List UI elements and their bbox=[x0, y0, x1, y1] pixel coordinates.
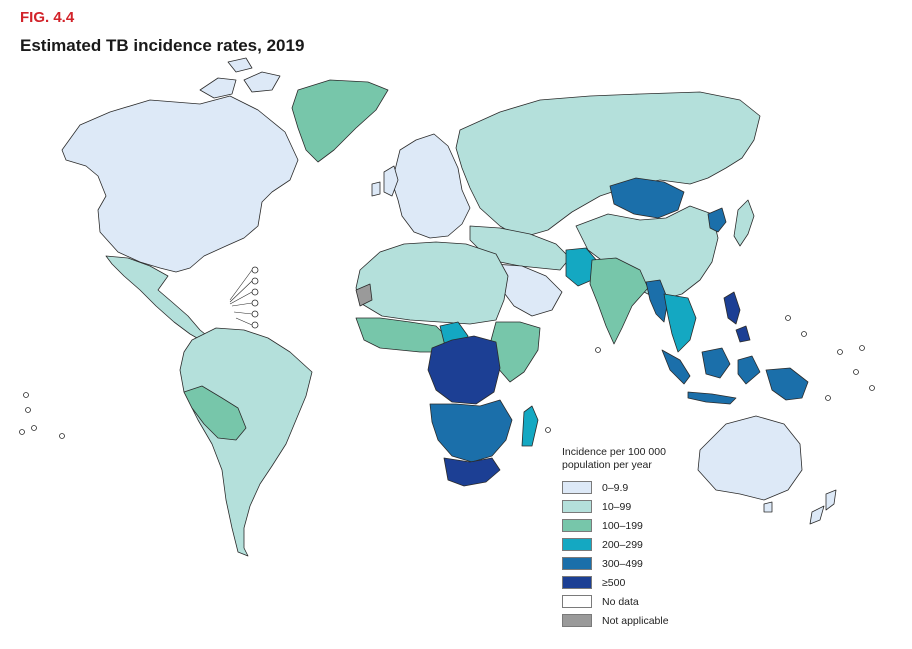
island-marker bbox=[59, 433, 65, 439]
russia-central-asia bbox=[455, 91, 761, 239]
island-marker bbox=[853, 369, 859, 375]
legend-swatch bbox=[562, 557, 592, 570]
legend-title: Incidence per 100 000 population per yea… bbox=[562, 446, 666, 471]
leader-line bbox=[229, 269, 253, 326]
island-marker bbox=[859, 345, 865, 351]
south-asia bbox=[589, 257, 649, 345]
legend-item: 0–9.9 bbox=[562, 478, 762, 497]
island-marker bbox=[251, 277, 259, 285]
legend-swatch bbox=[562, 500, 592, 513]
island-marker bbox=[837, 349, 843, 355]
island-marker bbox=[251, 321, 259, 329]
legend-label: 100–199 bbox=[602, 519, 643, 532]
myanmar bbox=[645, 279, 669, 323]
arabian-peninsula bbox=[493, 263, 563, 317]
legend-label: 10–99 bbox=[602, 500, 632, 513]
legend-item: ≥500 bbox=[562, 573, 762, 592]
legend-label: 200–299 bbox=[602, 538, 643, 551]
legend-item: Not applicable bbox=[562, 611, 762, 630]
papua-new-guinea bbox=[765, 367, 809, 401]
figure-title: Estimated TB incidence rates, 2019 bbox=[20, 36, 305, 55]
madagascar bbox=[521, 405, 539, 447]
legend-item: No data bbox=[562, 592, 762, 611]
north-korea bbox=[707, 207, 727, 233]
southern-africa bbox=[429, 399, 513, 463]
legend-item: 200–299 bbox=[562, 535, 762, 554]
south-africa bbox=[443, 457, 501, 487]
island-marker bbox=[785, 315, 791, 321]
legend-swatch bbox=[562, 614, 592, 627]
japan bbox=[733, 199, 755, 247]
western-europe bbox=[391, 133, 471, 239]
legend-swatch bbox=[562, 595, 592, 608]
legend-swatch bbox=[562, 538, 592, 551]
island-marker bbox=[25, 407, 31, 413]
indonesia bbox=[661, 347, 761, 405]
figure-label: FIG. 4.4 bbox=[20, 9, 75, 26]
central-africa bbox=[427, 335, 501, 405]
island-marker bbox=[801, 331, 807, 337]
legend-swatch bbox=[562, 481, 592, 494]
legend-label: No data bbox=[602, 595, 639, 608]
map-legend: Incidence per 100 000 population per yea… bbox=[562, 446, 762, 630]
arctic-islands bbox=[199, 57, 281, 99]
north-africa bbox=[355, 241, 509, 325]
greenland bbox=[291, 79, 389, 163]
island-marker bbox=[869, 385, 875, 391]
legend-item: 300–499 bbox=[562, 554, 762, 573]
central-america-mexico bbox=[105, 255, 211, 343]
island-marker bbox=[251, 310, 259, 318]
southeast-asia bbox=[663, 293, 697, 353]
legend-label: 300–499 bbox=[602, 557, 643, 570]
island-marker bbox=[825, 395, 831, 401]
legend-swatch bbox=[562, 519, 592, 532]
new-zealand bbox=[809, 489, 837, 525]
legend-swatch bbox=[562, 576, 592, 589]
island-marker bbox=[251, 299, 259, 307]
legend-label: 0–9.9 bbox=[602, 481, 629, 494]
mongolia bbox=[609, 177, 685, 219]
caribbean-leader-lines bbox=[229, 269, 253, 326]
tasmania bbox=[763, 501, 773, 513]
island-marker bbox=[251, 266, 259, 274]
legend-items: 0–9.9 10–99 100–199 200–299 300–499 ≥500 No da… bbox=[562, 478, 762, 630]
island-marker bbox=[251, 288, 259, 296]
legend-item: 100–199 bbox=[562, 516, 762, 535]
legend-label: ≥500 bbox=[602, 576, 626, 589]
peru-bolivia bbox=[183, 385, 247, 441]
island-marker bbox=[545, 427, 551, 433]
south-america bbox=[179, 327, 313, 557]
small-island-markers bbox=[19, 266, 875, 439]
western-sahara bbox=[355, 283, 373, 307]
uk-ireland bbox=[371, 165, 399, 197]
island-marker bbox=[595, 347, 601, 353]
australia bbox=[697, 415, 803, 501]
north-america bbox=[61, 95, 299, 273]
philippines bbox=[723, 291, 751, 343]
island-marker bbox=[31, 425, 37, 431]
legend-item: 10–99 bbox=[562, 497, 762, 516]
legend-label: Not applicable bbox=[602, 614, 669, 627]
island-marker bbox=[19, 429, 25, 435]
island-marker bbox=[23, 392, 29, 398]
